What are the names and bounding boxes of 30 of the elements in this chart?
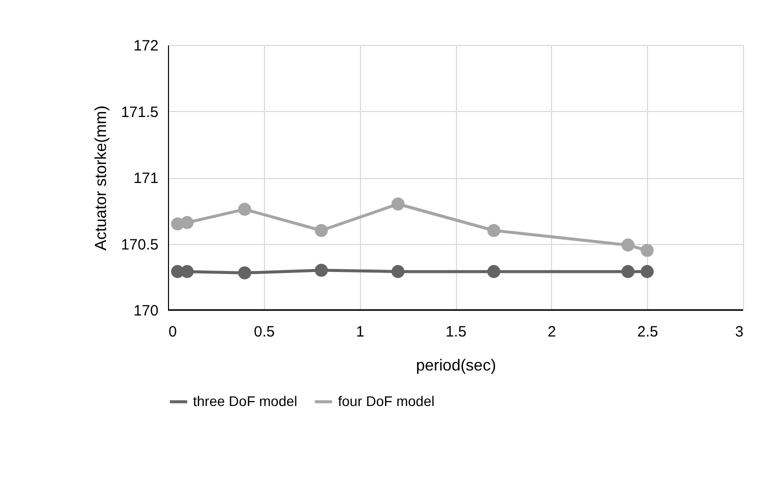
point bbox=[238, 202, 252, 216]
point bbox=[180, 265, 194, 278]
point bbox=[621, 238, 635, 252]
x-tick-label: 0.5 bbox=[254, 324, 275, 340]
x-tick-label: 1.5 bbox=[446, 324, 466, 340]
point bbox=[640, 244, 654, 257]
point bbox=[487, 265, 500, 278]
point bbox=[180, 216, 194, 230]
x-tick-label: 3 bbox=[735, 324, 744, 340]
point bbox=[640, 265, 654, 278]
point bbox=[238, 266, 252, 280]
point bbox=[621, 265, 635, 278]
y-axis-title: Actuator storke(mm) bbox=[92, 106, 110, 250]
legend-label: three DoF model bbox=[193, 392, 298, 409]
point bbox=[391, 265, 405, 278]
x-tick-label: 1 bbox=[356, 324, 364, 340]
y-tick-label: 171.5 bbox=[120, 104, 158, 121]
x-axis-title: period(sec) bbox=[416, 358, 496, 374]
point bbox=[487, 224, 500, 238]
point bbox=[391, 197, 405, 211]
y-tick-label: 170.5 bbox=[120, 236, 158, 254]
point bbox=[314, 224, 328, 238]
x-tick-label: 2 bbox=[548, 324, 556, 340]
point bbox=[314, 264, 328, 277]
y-tick-label: 172 bbox=[133, 38, 158, 54]
x-tick-label: 0 bbox=[168, 324, 177, 340]
legend-label: four DoF model bbox=[338, 392, 434, 409]
y-tick-label: 170 bbox=[133, 302, 158, 320]
x-tick-label: 2.5 bbox=[637, 324, 658, 340]
y-tick-label: 171 bbox=[133, 170, 158, 187]
